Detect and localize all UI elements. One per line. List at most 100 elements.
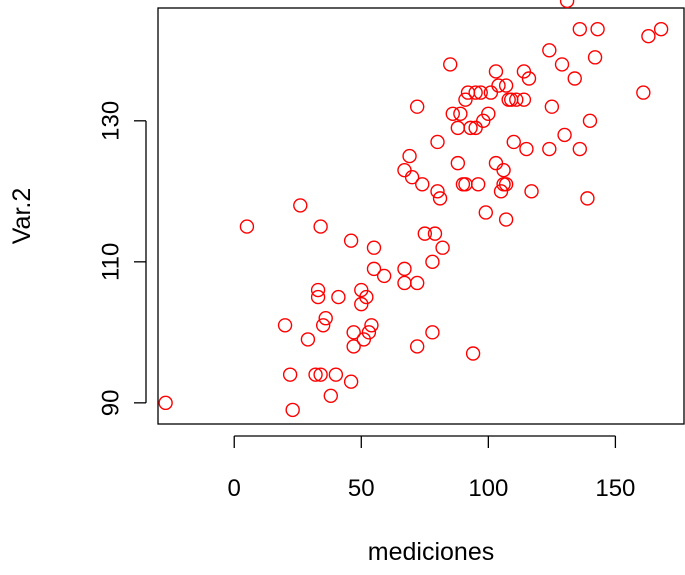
data-point [491, 78, 506, 93]
data-point [427, 226, 443, 241]
data-point [468, 85, 483, 100]
data-point [415, 177, 430, 192]
data-point [580, 191, 595, 206]
data-point [498, 212, 514, 227]
data-point [463, 120, 478, 136]
data-point [473, 85, 488, 100]
data-point [239, 219, 255, 234]
data-point [409, 275, 425, 291]
data-point [158, 395, 173, 411]
data-point [331, 289, 346, 305]
plot-frame [157, 7, 685, 425]
data-point [481, 106, 496, 121]
data-point [361, 325, 377, 340]
data-point [285, 402, 300, 418]
data-point [450, 155, 466, 171]
data-point [450, 120, 466, 136]
data-point [300, 332, 316, 347]
data-point [636, 85, 651, 100]
x-tick-label: 100 [468, 475, 508, 502]
y-tick-label: 130 [97, 101, 124, 141]
data-point [458, 92, 473, 107]
data-point [293, 198, 308, 213]
data-point [397, 261, 412, 277]
data-point [409, 99, 425, 114]
data-point [506, 134, 521, 150]
data-point [346, 325, 361, 340]
y-tick-label: 110 [97, 243, 124, 281]
data-point [315, 318, 331, 333]
data-point [542, 141, 557, 157]
data-point [478, 205, 493, 220]
data-point [498, 177, 514, 192]
data-point [542, 43, 557, 58]
data-point [509, 92, 524, 107]
data-point [453, 106, 468, 121]
data-point [308, 367, 323, 382]
data-point [346, 339, 361, 354]
data-point [432, 191, 448, 206]
data-point [366, 261, 382, 277]
data-point [409, 339, 425, 354]
data-point [488, 155, 504, 171]
data-point [343, 233, 359, 248]
data-point [343, 374, 359, 389]
data-point [313, 367, 328, 382]
data-point [498, 78, 514, 93]
x-tick-label: 50 [348, 475, 375, 502]
data-point [328, 367, 344, 382]
data-point [445, 106, 460, 121]
data-point [376, 268, 392, 284]
data-point [470, 177, 486, 192]
data-point [318, 311, 333, 326]
data-point [641, 29, 656, 44]
data-point [460, 85, 476, 100]
data-point [282, 367, 298, 382]
data-point [582, 113, 598, 129]
data-point [465, 346, 481, 361]
data-point [430, 184, 445, 199]
data-point [425, 325, 440, 340]
data-point [519, 141, 534, 157]
y-axis: 90 110 130 [97, 101, 147, 416]
x-axis: 0 50 100 150 [228, 435, 635, 502]
data-point [397, 275, 412, 291]
data-point [430, 134, 445, 150]
data-point [572, 141, 588, 157]
data-point [587, 50, 603, 65]
data-point [653, 21, 669, 37]
data-point [544, 99, 560, 114]
data-point [488, 64, 504, 79]
data-point [443, 57, 458, 72]
data-point [404, 170, 420, 185]
data-point [310, 289, 326, 305]
data-point [590, 21, 605, 37]
data-point [435, 240, 450, 255]
data-point [557, 127, 572, 143]
data-point [359, 289, 374, 305]
data-point [277, 318, 293, 333]
x-tick-label: 0 [228, 475, 241, 502]
data-point [366, 240, 382, 255]
data-point [313, 219, 328, 234]
data-point [554, 57, 570, 72]
y-axis-label: Var.2 [8, 188, 36, 245]
data-point [364, 318, 379, 333]
data-point [521, 71, 537, 86]
x-tick-label: 150 [595, 475, 635, 502]
x-axis-label: mediciones [368, 538, 494, 566]
data-point [402, 148, 417, 164]
data-point [524, 184, 539, 199]
data-point [516, 92, 532, 107]
data-point [323, 388, 338, 403]
data-point [483, 85, 499, 100]
data-point [310, 282, 326, 298]
data-point [559, 0, 575, 9]
data-point [567, 71, 582, 86]
data-point [496, 162, 511, 178]
data-points [158, 0, 669, 418]
y-tick-label: 90 [97, 389, 124, 416]
data-point [572, 21, 588, 37]
data-point [397, 162, 412, 178]
